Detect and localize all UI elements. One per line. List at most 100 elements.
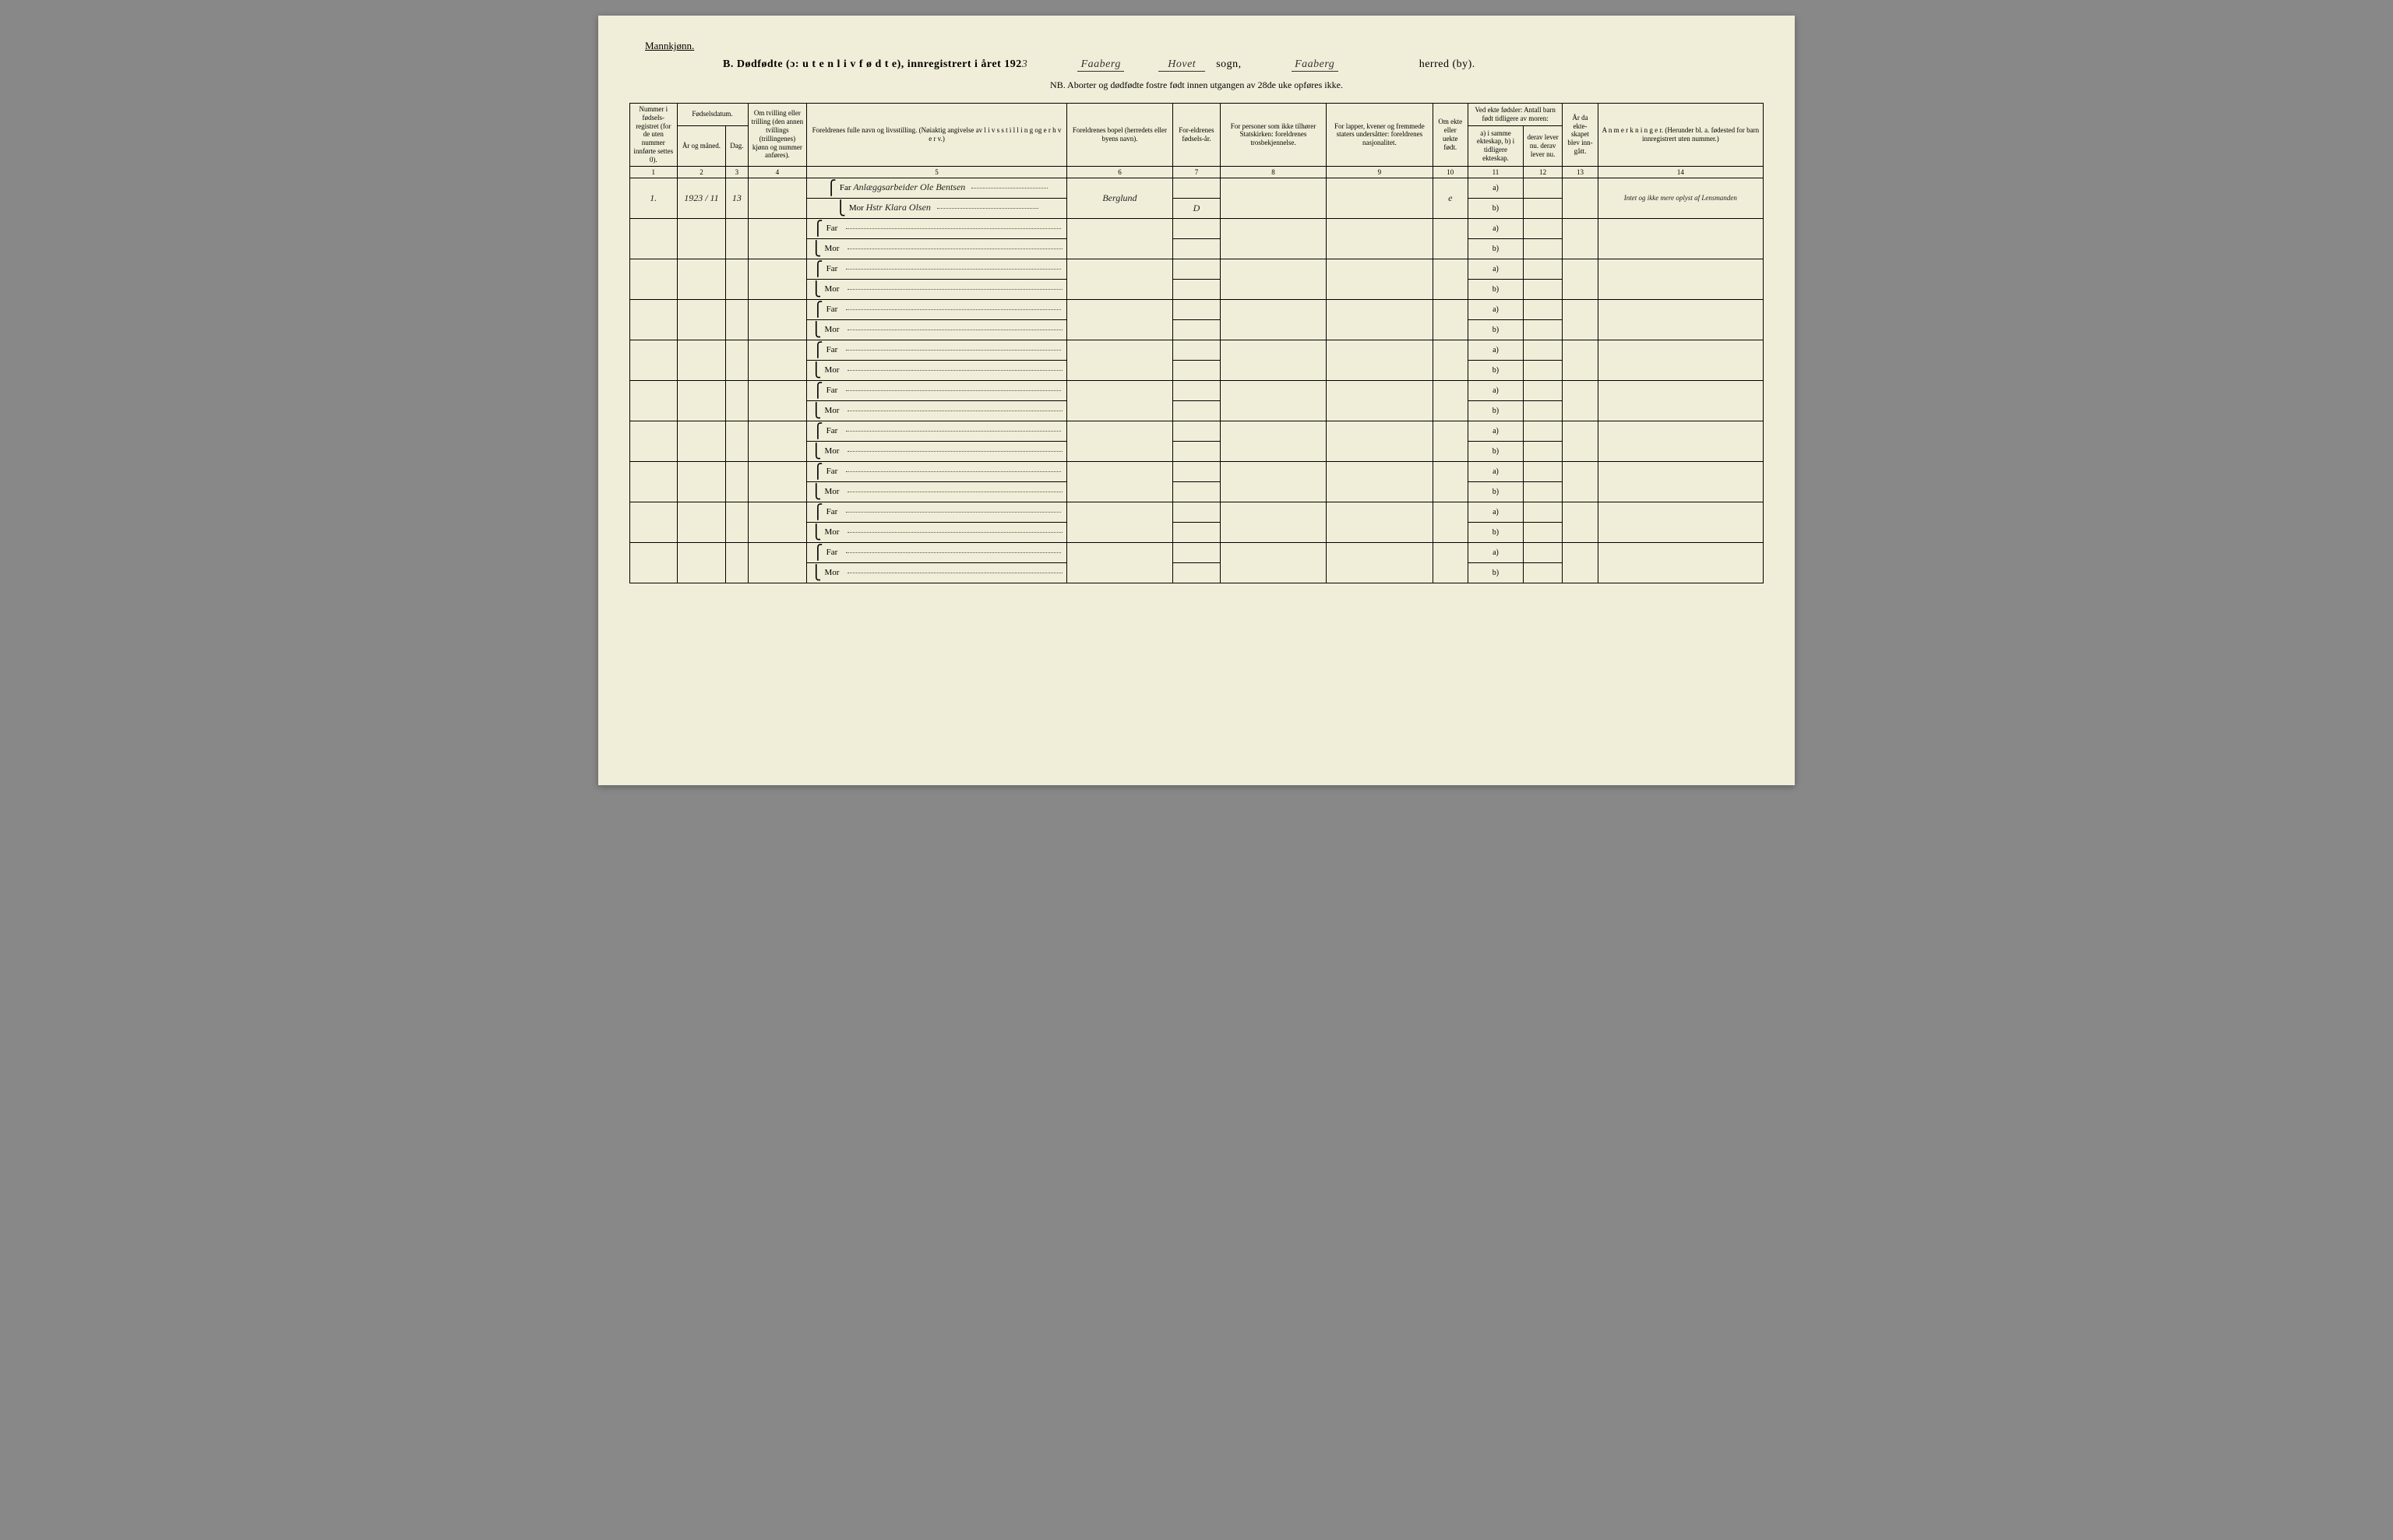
entry-bopel (1066, 340, 1172, 380)
entry-remark (1598, 502, 1763, 542)
herred-hw: Faaberg (1292, 58, 1338, 72)
entry-remark (1598, 259, 1763, 299)
far-cell: ⎧Far (807, 218, 1066, 238)
far-cell: ⎧Far (807, 380, 1066, 400)
entry-year-month (677, 502, 726, 542)
far-cell: ⎧Far (807, 421, 1066, 441)
entry-marriage-year (1563, 218, 1598, 259)
table-row: ⎧Far a) (630, 542, 1764, 562)
column-number-row: 1 2 3 4 5 6 7 8 9 10 11 12 13 14 (630, 166, 1764, 178)
entry-ekte (1433, 421, 1468, 461)
entry-number (630, 421, 678, 461)
entry-twin (748, 380, 807, 421)
mor-birthyear (1173, 238, 1221, 259)
a-cell: a) (1468, 421, 1524, 441)
mor-birthyear: D (1173, 198, 1221, 218)
entry-day (726, 461, 748, 502)
a-lever (1523, 259, 1562, 279)
far-birthyear (1173, 502, 1221, 522)
entry-year-month (677, 299, 726, 340)
a-lever (1523, 380, 1562, 400)
a-lever (1523, 218, 1562, 238)
entry-marriage-year (1563, 178, 1598, 218)
a-lever (1523, 340, 1562, 360)
table-row: ⎧Far a) (630, 299, 1764, 319)
mor-cell: ⎩Mor (807, 400, 1066, 421)
colnum: 12 (1523, 166, 1562, 178)
entry-year-month: 1923 / 11 (677, 178, 726, 218)
entry-religion (1220, 502, 1326, 542)
b-lever (1523, 522, 1562, 542)
colnum: 11 (1468, 166, 1524, 178)
far-cell: ⎧Far (807, 340, 1066, 360)
col-8-header: For personer som ikke tilhører Statskirk… (1220, 104, 1326, 167)
far-birthyear (1173, 461, 1221, 481)
mor-cell: ⎩Mor (807, 279, 1066, 299)
b-cell: b) (1468, 562, 1524, 583)
colnum: 8 (1220, 166, 1326, 178)
entry-remark (1598, 340, 1763, 380)
col-3-sub: Dag. (726, 125, 748, 166)
colnum: 3 (726, 166, 748, 178)
entry-remark (1598, 461, 1763, 502)
far-cell: ⎧Far Anlæggsarbeider Ole Bentsen (807, 178, 1066, 198)
entry-nationality (1327, 380, 1433, 421)
a-cell: a) (1468, 299, 1524, 319)
entry-marriage-year (1563, 542, 1598, 583)
colnum: 14 (1598, 166, 1763, 178)
col-9-header: For lapper, kvener og fremmede staters u… (1327, 104, 1433, 167)
entry-ekte (1433, 542, 1468, 583)
entry-marriage-year (1563, 380, 1598, 421)
entry-day (726, 421, 748, 461)
entry-twin (748, 461, 807, 502)
colnum: 13 (1563, 166, 1598, 178)
entry-nationality (1327, 421, 1433, 461)
entry-religion (1220, 259, 1326, 299)
table-row: ⎧Far a) (630, 380, 1764, 400)
entry-religion (1220, 461, 1326, 502)
far-cell: ⎧Far (807, 299, 1066, 319)
table-row: ⎧Far a) (630, 461, 1764, 481)
mor-birthyear (1173, 522, 1221, 542)
far-birthyear (1173, 380, 1221, 400)
b-cell: b) (1468, 441, 1524, 461)
entry-twin (748, 502, 807, 542)
col-13-header: År da ekte-skapet blev inn-gått. (1563, 104, 1598, 167)
entry-number (630, 340, 678, 380)
entry-twin (748, 259, 807, 299)
entry-religion (1220, 178, 1326, 218)
entry-number (630, 380, 678, 421)
b-lever (1523, 279, 1562, 299)
col-11-sub: a) i samme ekteskap, b) i tidligere ekte… (1468, 125, 1524, 166)
col-12-sub: derav lever nu. derav lever nu. (1523, 125, 1562, 166)
mor-cell: ⎩Mor (807, 562, 1066, 583)
entry-twin (748, 178, 807, 218)
entry-nationality (1327, 178, 1433, 218)
b-lever (1523, 562, 1562, 583)
entry-number (630, 218, 678, 259)
entry-number (630, 461, 678, 502)
mor-cell: ⎩Mor Hstr Klara Olsen (807, 198, 1066, 218)
entry-nationality (1327, 502, 1433, 542)
entry-bopel (1066, 259, 1172, 299)
far-cell: ⎧Far (807, 259, 1066, 279)
entry-day (726, 502, 748, 542)
colnum: 9 (1327, 166, 1433, 178)
colnum: 4 (748, 166, 807, 178)
entry-remark (1598, 542, 1763, 583)
entry-day: 13 (726, 178, 748, 218)
entry-year-month (677, 542, 726, 583)
far-cell: ⎧Far (807, 461, 1066, 481)
far-birthyear (1173, 299, 1221, 319)
table-row: ⎧Far a) (630, 218, 1764, 238)
sogn-label: sogn, (1216, 58, 1241, 70)
entry-number (630, 542, 678, 583)
col-5-header: Foreldrenes fulle navn og livsstilling. … (807, 104, 1066, 167)
entry-twin (748, 542, 807, 583)
a-lever (1523, 542, 1562, 562)
entry-number (630, 299, 678, 340)
a-cell: a) (1468, 380, 1524, 400)
entry-day (726, 380, 748, 421)
entry-day (726, 218, 748, 259)
far-cell: ⎧Far (807, 542, 1066, 562)
